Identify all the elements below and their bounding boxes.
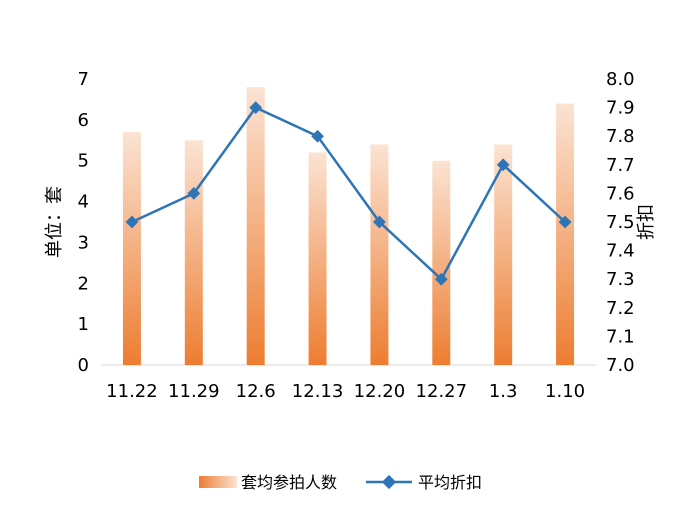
left-tick-label: 7 [78, 69, 89, 90]
line-marker [373, 215, 386, 229]
bar [308, 152, 327, 365]
right-y-axis: 7.0 7.1 7.2 7.3 7.4 7.5 7.6 7.7 7.8 7.9 8.0 [606, 69, 635, 376]
left-tick-label: 6 [78, 110, 89, 131]
left-tick-label: 5 [78, 151, 89, 172]
right-tick-label: 8.0 [606, 69, 635, 90]
line-marker [311, 129, 324, 143]
legend-line-label: 平均折扣 [418, 473, 482, 492]
left-tick-label: 2 [78, 273, 89, 294]
bar [184, 140, 203, 365]
x-tick-label: 12.27 [416, 381, 468, 402]
bar [370, 144, 389, 365]
x-tick-label: 11.22 [106, 381, 158, 402]
right-tick-label: 7.8 [606, 126, 635, 147]
left-tick-label: 0 [78, 355, 89, 376]
discount-line [131, 106, 566, 282]
bar [246, 87, 265, 366]
x-axis: 11.22 11.29 12.6 12.13 12.20 12.27 1.3 1.10 [106, 381, 585, 402]
bar [122, 132, 141, 365]
right-tick-label: 7.9 [606, 98, 635, 119]
line-marker [496, 158, 510, 172]
left-axis-title: 单位：套 [44, 186, 65, 258]
legend: 套均参拍人数 平均折扣 [199, 473, 482, 492]
right-axis-title: 折扣 [636, 204, 657, 240]
legend-line-marker [381, 474, 397, 490]
right-tick-label: 7.4 [606, 241, 635, 262]
bar [494, 144, 513, 365]
right-tick-label: 7.6 [606, 183, 635, 204]
right-tick-label: 7.0 [606, 355, 635, 376]
right-tick-label: 7.3 [606, 269, 635, 290]
x-tick-label: 12.13 [292, 381, 344, 402]
x-tick-label: 12.6 [236, 381, 276, 402]
bar [556, 103, 575, 365]
left-tick-label: 4 [78, 192, 89, 213]
line-marker [434, 272, 448, 286]
line-marker [249, 101, 263, 114]
x-tick-label: 1.3 [489, 381, 518, 402]
right-tick-label: 7.1 [606, 326, 635, 347]
right-tick-label: 7.5 [606, 212, 635, 233]
left-tick-label: 3 [78, 232, 89, 253]
right-tick-label: 7.2 [606, 298, 635, 319]
left-tick-label: 1 [78, 314, 89, 335]
right-tick-label: 7.7 [606, 155, 635, 176]
bar [432, 160, 451, 365]
line-series [125, 101, 572, 286]
legend-bar-swatch [199, 476, 237, 488]
line-marker [125, 215, 139, 229]
legend-bar-label: 套均参拍人数 [241, 473, 337, 492]
x-tick-label: 12.20 [354, 381, 406, 402]
x-tick-label: 1.10 [545, 381, 585, 402]
x-tick-label: 11.29 [168, 381, 220, 402]
bar-series [122, 87, 575, 366]
left-y-axis: 0 1 2 3 4 5 6 7 [78, 69, 89, 376]
line-marker [187, 187, 201, 200]
